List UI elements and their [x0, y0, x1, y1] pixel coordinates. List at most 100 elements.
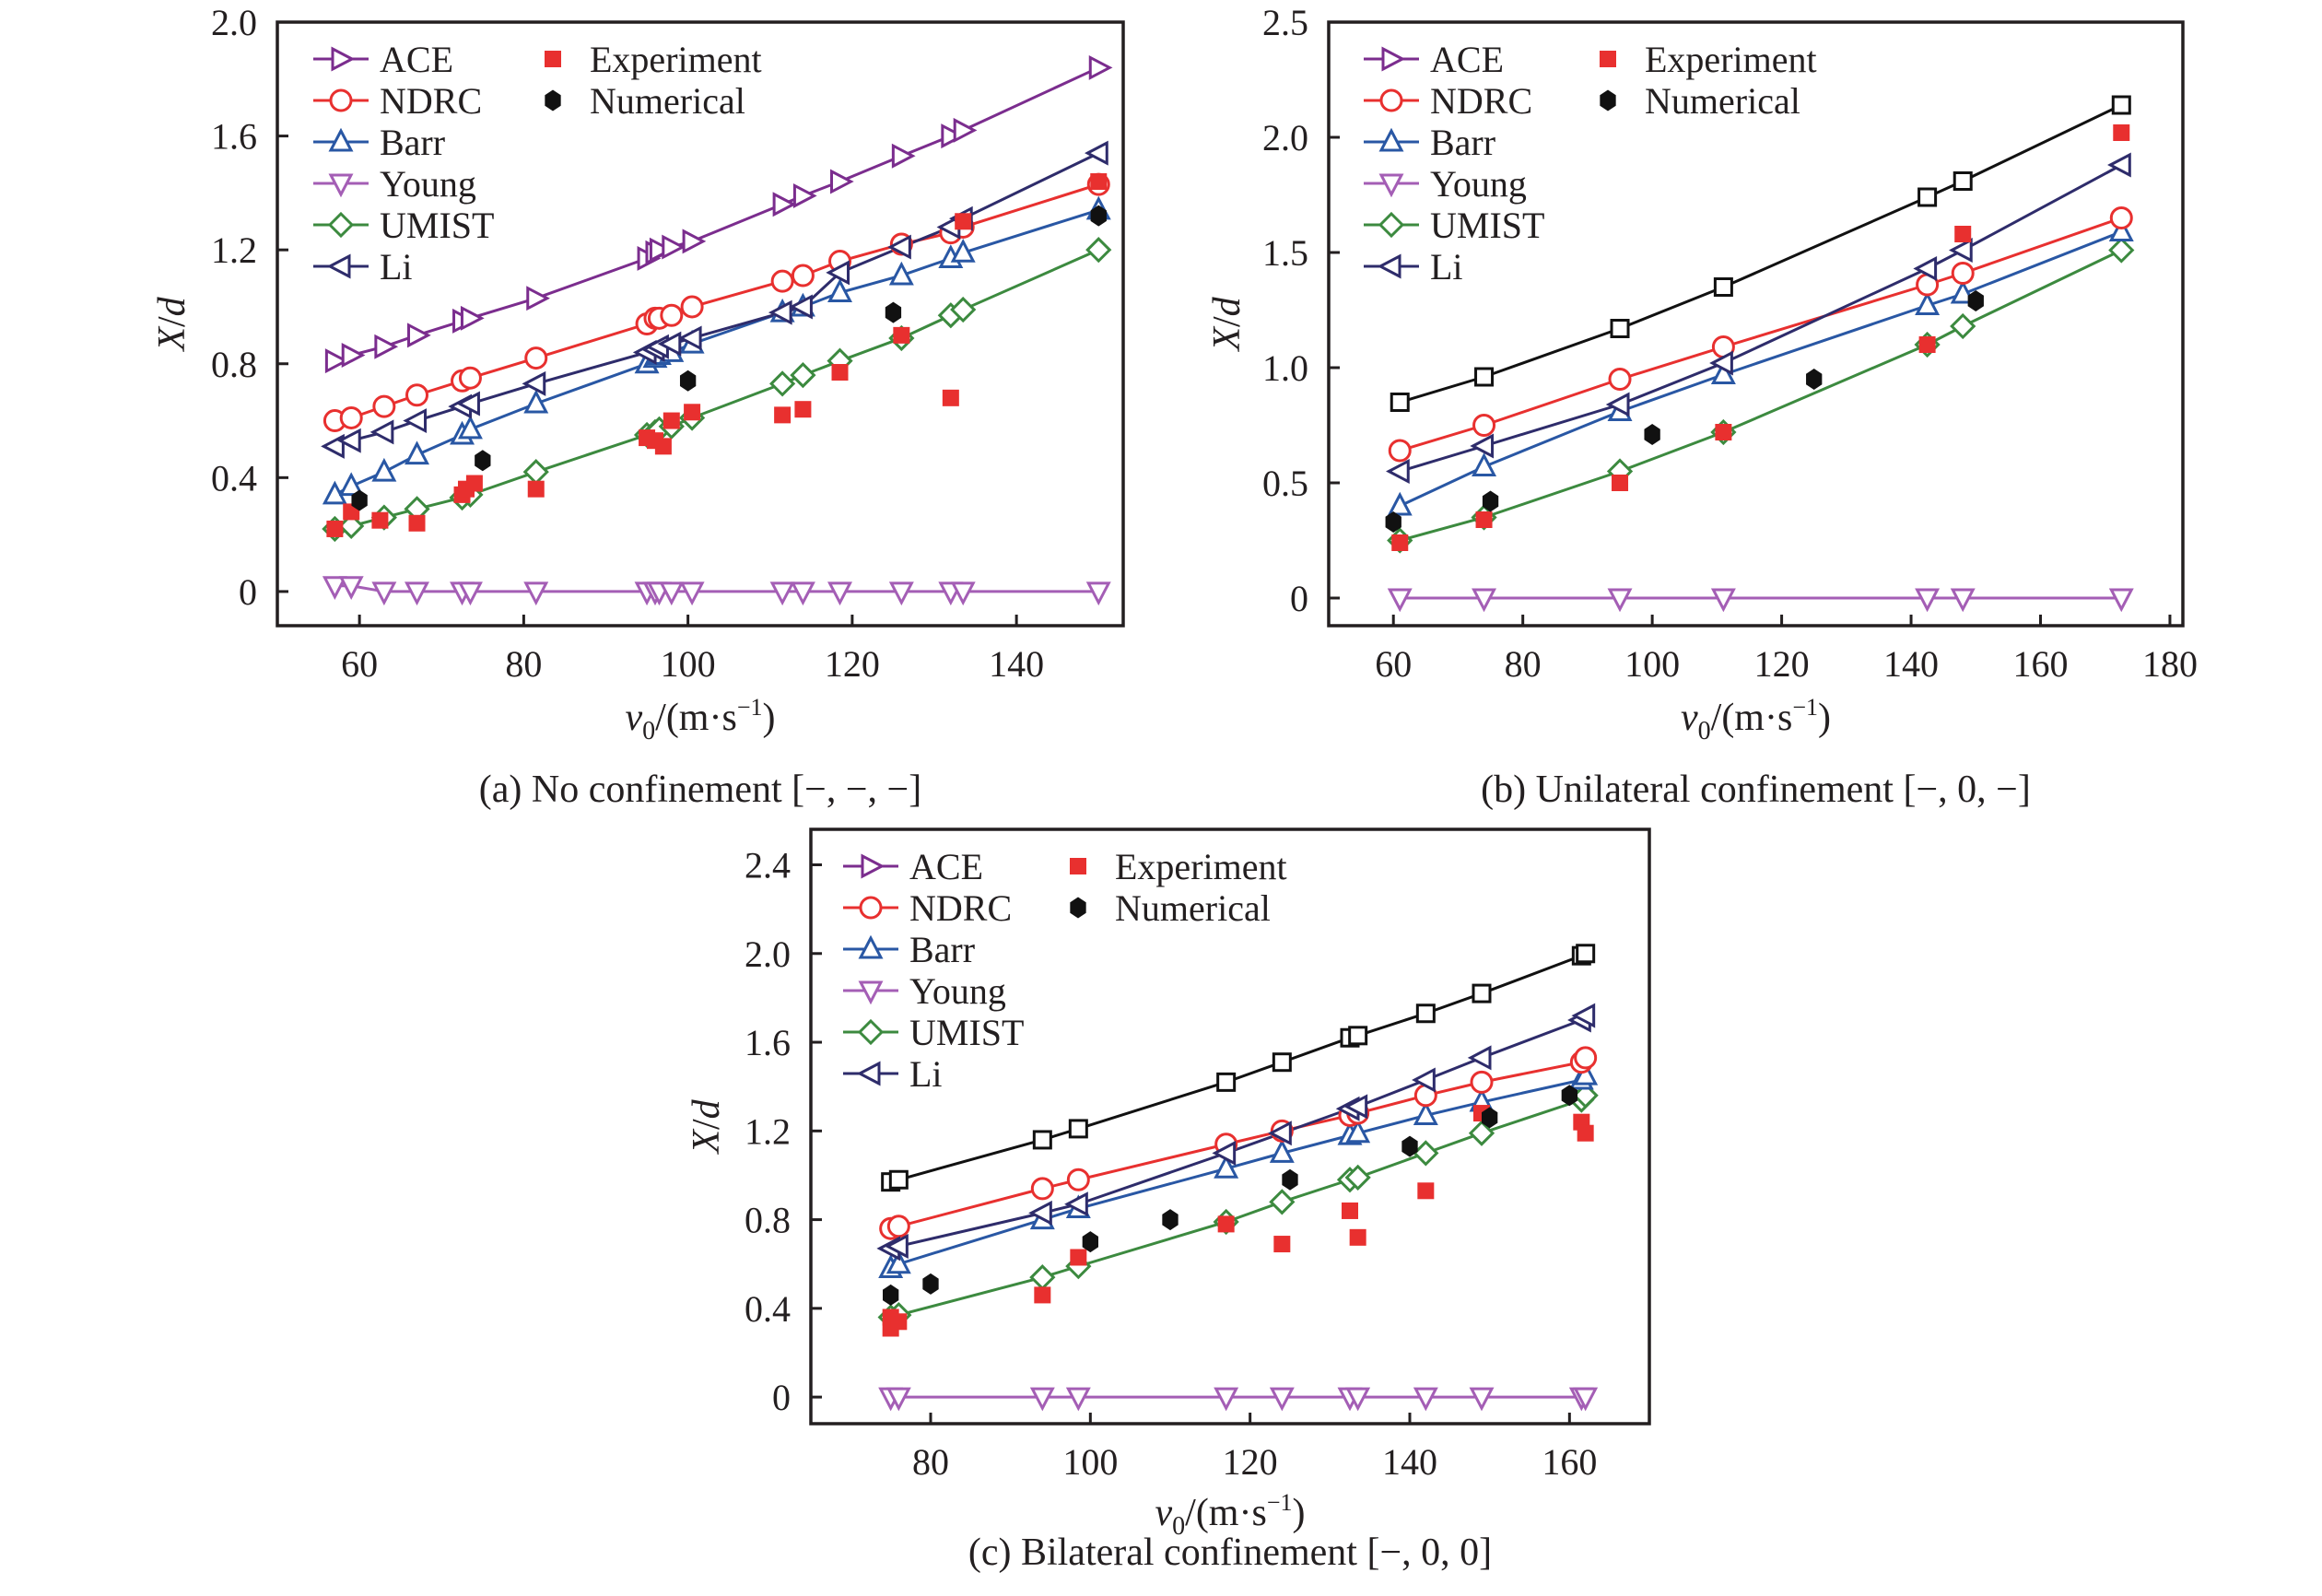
x-tick-label: 120 — [1223, 1441, 1278, 1483]
data-point-li — [887, 234, 911, 260]
series-line-young — [334, 584, 1099, 593]
data-point-umist — [338, 512, 365, 539]
data-point-numerical — [1090, 205, 1107, 227]
y-tick-label: 1.2 — [745, 1110, 791, 1152]
panel-caption: (c) Bilateral confinement [−, 0, 0] — [968, 1531, 1492, 1574]
x-axis-label-var: v — [1155, 1492, 1173, 1534]
legend-item-barr: Barr — [1364, 122, 1495, 163]
data-point-barr — [338, 472, 364, 497]
data-point-young — [1472, 588, 1497, 613]
data-point-numerical — [351, 489, 368, 511]
data-point-umist — [1950, 312, 1976, 340]
data-point-ace — [1713, 277, 1733, 297]
data-point-umist — [1344, 1164, 1371, 1191]
data-point-young — [1607, 588, 1633, 613]
data-point-young — [338, 576, 364, 600]
data-point-numerical — [475, 450, 491, 472]
legend-marker-ndrc — [859, 896, 883, 920]
data-point-ace — [649, 237, 674, 263]
data-point-numerical — [679, 370, 697, 392]
data-point-ndrc — [791, 264, 815, 288]
series-line-barr — [889, 1074, 1587, 1270]
legend-label: Experiment — [590, 39, 762, 80]
data-point-barr — [888, 261, 914, 286]
data-point-experiment — [942, 389, 959, 406]
data-point-experiment — [408, 514, 426, 532]
legend-item-umist: UMIST — [313, 205, 494, 246]
data-point-li — [1085, 140, 1108, 166]
data-point-li — [885, 1233, 909, 1259]
data-point-experiment — [1273, 1236, 1291, 1253]
data-point-barr — [950, 239, 976, 263]
data-point-barr — [1413, 1101, 1438, 1125]
data-point-experiment — [1475, 511, 1493, 528]
x-tick-label: 140 — [989, 643, 1044, 685]
y-tick-label: 2.0 — [211, 2, 257, 43]
legend-marker-ace — [331, 46, 356, 72]
data-point-li — [789, 294, 813, 320]
y-tick-label: 2.0 — [745, 933, 791, 975]
x-axis-label-unit: /(m·s — [1711, 697, 1793, 739]
legend-marker-umist — [327, 211, 355, 239]
data-point-young — [1413, 1387, 1438, 1412]
y-axis-label: X/d — [1206, 296, 1249, 352]
x-axis-label-sup: −1 — [737, 694, 763, 721]
data-point-ndrc — [1030, 1177, 1054, 1201]
legend-label: NDRC — [909, 887, 1012, 929]
data-point-numerical — [1282, 1168, 1298, 1191]
data-point-ndrc — [1951, 262, 1975, 285]
legend-item-experiment: Experiment — [1070, 846, 1287, 887]
y-axis-label: X/d — [151, 296, 194, 352]
data-point-experiment — [1715, 424, 1732, 440]
series-markers-li — [1386, 152, 2131, 484]
data-point-ace — [1216, 1072, 1237, 1092]
series-markers-barr — [878, 1061, 1599, 1279]
data-point-ndrc — [405, 383, 429, 407]
legend-marker-umist — [1378, 211, 1405, 239]
data-point-ndrc — [2109, 206, 2133, 229]
series-line-barr — [334, 208, 1099, 497]
series-line-umist — [334, 248, 1099, 531]
data-point-li — [657, 331, 682, 357]
data-point-numerical — [1162, 1209, 1179, 1231]
x-axis-label: v0/(m·s−1) — [626, 694, 776, 745]
data-point-experiment — [1090, 173, 1108, 191]
data-point-ace — [1576, 944, 1596, 964]
series-markers-experiment — [326, 173, 1108, 537]
series-markers-barr — [1387, 217, 2134, 516]
data-point-ace — [1917, 187, 1938, 207]
data-point-li — [1467, 1045, 1492, 1071]
data-point-ace — [341, 343, 366, 368]
data-point-young — [2108, 588, 2134, 613]
data-point-ace — [2111, 95, 2131, 115]
data-point-li — [403, 408, 428, 434]
data-point-ace — [888, 1169, 909, 1190]
legend-label: Experiment — [1645, 39, 1817, 80]
legend-label: Li — [909, 1053, 943, 1095]
data-point-numerical — [1082, 1231, 1098, 1253]
y-tick-label: 0.8 — [745, 1200, 791, 1241]
data-point-young — [457, 581, 483, 606]
data-point-experiment — [1918, 336, 1936, 353]
data-point-young — [1915, 588, 1941, 613]
legend-marker-li — [1377, 253, 1401, 279]
legend-label: Numerical — [1645, 80, 1800, 122]
legend-marker-experiment — [1070, 858, 1086, 874]
data-point-ace — [1415, 1003, 1436, 1024]
data-point-li — [1913, 256, 1938, 281]
data-point-ace — [1068, 1119, 1088, 1139]
legend-label: Numerical — [1115, 887, 1271, 929]
data-point-young — [888, 581, 914, 606]
x-tick-label: 160 — [2013, 643, 2069, 685]
data-point-ace — [662, 234, 686, 260]
legend-item-ndrc: NDRC — [1364, 80, 1532, 122]
legend-item-umist: UMIST — [1364, 205, 1544, 246]
y-axis-label-var: X — [1206, 325, 1249, 353]
data-point-li — [1386, 459, 1410, 484]
data-point-ace — [772, 192, 797, 217]
x-axis-label-close: ) — [762, 697, 775, 739]
x-tick-label: 60 — [341, 643, 378, 685]
chart-panel-c: 80 100 120 140 16000.40.81.21.62.02.4X/dv0/(… — [686, 827, 1651, 1574]
data-point-numerical — [1644, 424, 1660, 445]
